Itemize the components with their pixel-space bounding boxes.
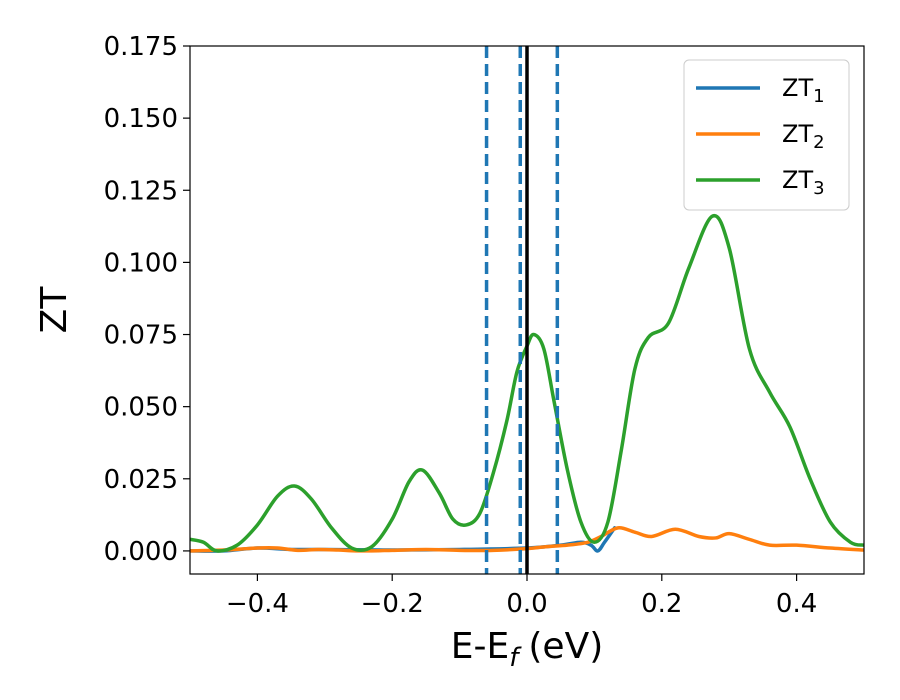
x-axis-title-sub: f: [509, 643, 522, 673]
x-axis: −0.4 −0.2 0.0 0.2 0.4: [226, 574, 817, 619]
x-axis-title-unit: (eV): [528, 626, 603, 667]
y-tick-label: 0.050: [104, 393, 178, 423]
x-axis-title: E-Ef (eV): [451, 626, 604, 673]
legend-label-zt1: ZT1: [782, 74, 825, 107]
y-tick-label: 0.125: [104, 176, 178, 206]
y-tick-label: 0.075: [104, 321, 178, 351]
series-line-zt2: [190, 526, 864, 553]
series-line-zt3: [190, 214, 864, 553]
x-tick-label: 0.2: [641, 589, 682, 619]
y-tick-label: 0.000: [104, 537, 178, 567]
y-tick-label: 0.175: [104, 32, 178, 62]
y-axis: 0.000 0.025 0.050 0.075 0.100 0.125 0.150 0.175: [104, 32, 190, 567]
legend: ZT1 ZT2 ZT3: [683, 59, 850, 211]
legend-label-zt3: ZT3: [782, 166, 825, 199]
x-tick-label: −0.4: [226, 589, 289, 619]
x-tick-label: −0.2: [361, 589, 424, 619]
y-tick-label: 0.150: [104, 104, 178, 134]
legend-box: [683, 59, 850, 211]
y-axis-title: ZT: [34, 286, 75, 334]
x-tick-label: 0.4: [776, 589, 817, 619]
legend-label-zt2: ZT2: [782, 120, 825, 153]
y-tick-label: 0.025: [104, 465, 178, 495]
x-axis-title-main: E-E: [451, 626, 509, 667]
y-tick-label: 0.100: [104, 248, 178, 278]
series-layer: [190, 214, 864, 553]
x-tick-label: 0.0: [506, 589, 547, 619]
reference-lines: [484, 46, 560, 574]
